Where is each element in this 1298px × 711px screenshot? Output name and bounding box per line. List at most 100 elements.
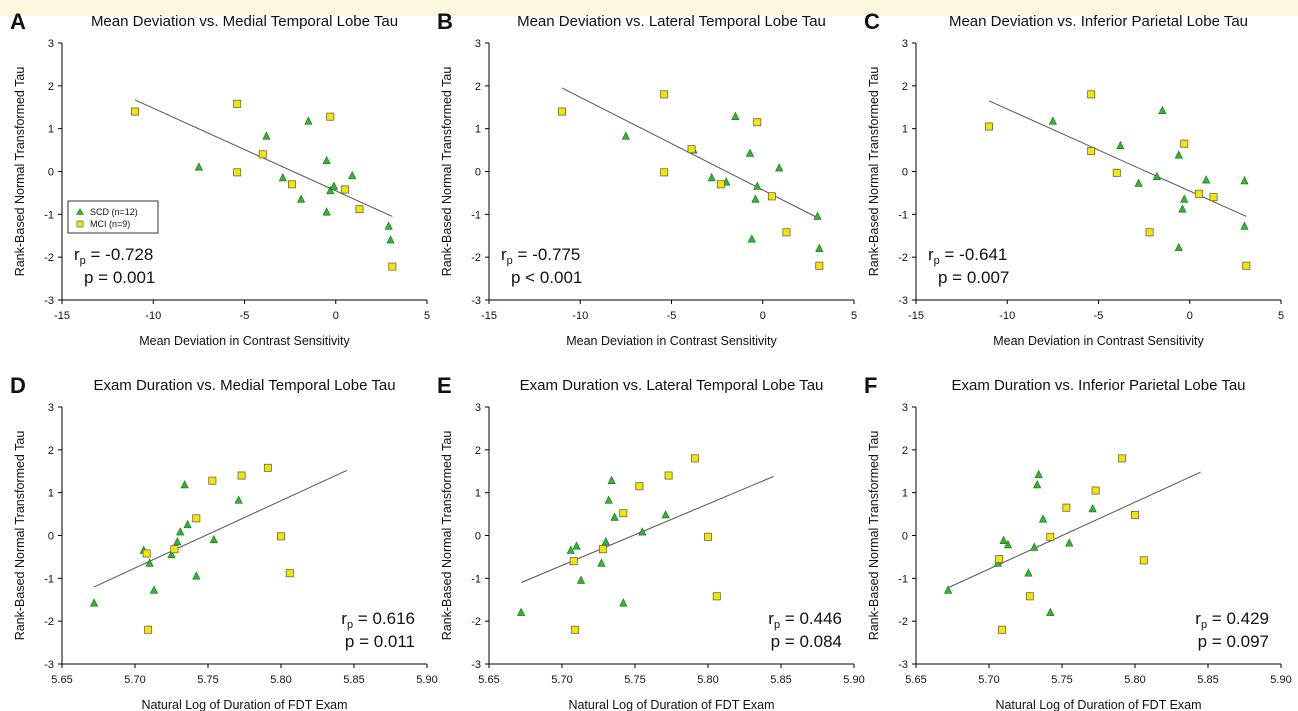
scd-point <box>1034 469 1043 478</box>
r-symbol: r <box>74 245 80 264</box>
y-tick-label: 2 <box>902 445 908 457</box>
scd-point <box>731 111 740 120</box>
scd-point <box>1152 171 1161 180</box>
panel-b: B Mean Deviation vs. Lateral Temporal Lob… <box>437 9 857 348</box>
mci-point <box>782 228 791 237</box>
y-tick-label: 2 <box>475 445 481 457</box>
mci-point <box>131 107 139 116</box>
correlation-p: p = 0.007 <box>938 268 1009 287</box>
scd-point <box>610 512 619 521</box>
correlation-p: p = 0.084 <box>771 632 842 651</box>
panel-title: Mean Deviation vs. Medial Temporal Lobe … <box>91 13 398 30</box>
x-tick-label: -15 <box>481 310 497 322</box>
y-tick-label: 1 <box>48 488 54 500</box>
scd-point <box>326 185 335 195</box>
mci-point <box>1194 189 1203 198</box>
y-axis-label: Rank-Based Normal Transformed Tau <box>867 431 881 641</box>
scd-point <box>1046 607 1055 616</box>
mci-point <box>1117 454 1126 463</box>
mci-point <box>571 625 580 634</box>
scd-point <box>1202 175 1211 184</box>
scd-point <box>304 116 313 125</box>
y-tick-label: -1 <box>471 209 481 221</box>
scd-point <box>999 535 1008 544</box>
panel-letter: C <box>864 9 880 34</box>
y-tick-label: 0 <box>48 531 54 543</box>
y-axis-label: Rank-Based Normal Transformed Tau <box>440 431 454 641</box>
scd-point <box>1158 105 1167 114</box>
mci-point <box>687 145 696 154</box>
panel-letter: A <box>10 9 26 34</box>
panel-d: D Exam Duration vs. Medial Temporal Lobe … <box>10 373 438 711</box>
panel-e: E Exam Duration vs. Lateral Temporal Lobe… <box>437 373 865 711</box>
y-tick-label: 0 <box>48 167 54 179</box>
scd-point <box>176 527 185 536</box>
mci-point <box>1139 556 1148 565</box>
panel-title: Exam Duration vs. Inferior Parietal Lobe… <box>951 377 1245 394</box>
correlation-p: p < 0.001 <box>511 268 582 287</box>
scd-point <box>566 545 575 554</box>
top-band <box>0 0 1298 16</box>
y-tick-label: 1 <box>902 124 908 136</box>
mci-point <box>712 592 721 601</box>
y-tick-label: 2 <box>48 81 54 93</box>
mci-point <box>767 192 776 201</box>
scd-point <box>1116 140 1125 150</box>
legend-marker-scd <box>76 208 84 215</box>
y-tick-label: -2 <box>471 252 481 264</box>
legend-label: SCD (n=12) <box>90 207 138 217</box>
correlation-p: p = 0.001 <box>84 268 155 287</box>
x-tick-label: 5.90 <box>1270 674 1291 686</box>
scd-point <box>1048 116 1057 125</box>
scd-point <box>145 558 154 567</box>
scd-point <box>604 495 613 504</box>
mci-point <box>1145 228 1154 237</box>
x-tick-label: 5.65 <box>905 674 926 686</box>
r-subscript: p <box>507 255 513 267</box>
x-tick-label: 5.65 <box>51 674 72 686</box>
r-subscript: p <box>347 619 353 631</box>
mci-point <box>263 463 272 472</box>
mci-point <box>1112 168 1121 177</box>
y-tick-label: -3 <box>898 659 908 671</box>
x-tick-label: 0 <box>1187 310 1193 322</box>
mci-point <box>1025 592 1034 601</box>
scd-point <box>745 148 755 157</box>
mci-point <box>170 545 179 554</box>
x-tick-label: 5.85 <box>770 674 791 686</box>
panel-title: Mean Deviation vs. Inferior Parietal Lob… <box>949 13 1248 30</box>
y-tick-label: -2 <box>44 252 54 264</box>
scd-point <box>597 558 606 567</box>
y-tick-label: -2 <box>471 616 481 628</box>
scd-point <box>1030 542 1039 551</box>
panel-letter: F <box>864 373 877 398</box>
scd-point <box>621 131 630 140</box>
x-tick-label: -15 <box>54 310 70 322</box>
x-tick-label: -5 <box>1094 310 1104 322</box>
scd-point <box>576 575 586 584</box>
y-tick-label: -1 <box>898 573 908 585</box>
scd-point <box>1033 480 1042 489</box>
y-tick-label: 1 <box>475 488 481 500</box>
scd-point <box>1003 540 1013 549</box>
mci-point <box>660 90 669 99</box>
x-tick-label: 5.90 <box>843 674 864 686</box>
r-value: = 0.616 <box>353 609 415 628</box>
y-tick-label: 2 <box>475 81 481 93</box>
x-tick-label: 5 <box>424 310 430 322</box>
correlation-r: rp = -0.728 <box>74 245 153 267</box>
scd-point <box>322 207 331 216</box>
scd-point <box>753 181 762 190</box>
r-value: = -0.775 <box>513 245 581 264</box>
scd-point <box>944 585 953 594</box>
y-tick-label: 3 <box>475 402 481 414</box>
y-tick-label: -3 <box>44 295 54 307</box>
r-value: = 0.446 <box>780 609 842 628</box>
y-tick-label: 2 <box>48 445 54 457</box>
scd-point <box>707 173 716 182</box>
r-symbol: r <box>341 609 347 628</box>
scd-point <box>348 170 357 180</box>
x-axis-label: Mean Deviation in Contrast Sensitivity <box>993 334 1204 348</box>
r-symbol: r <box>768 609 774 628</box>
scd-point <box>262 131 271 140</box>
